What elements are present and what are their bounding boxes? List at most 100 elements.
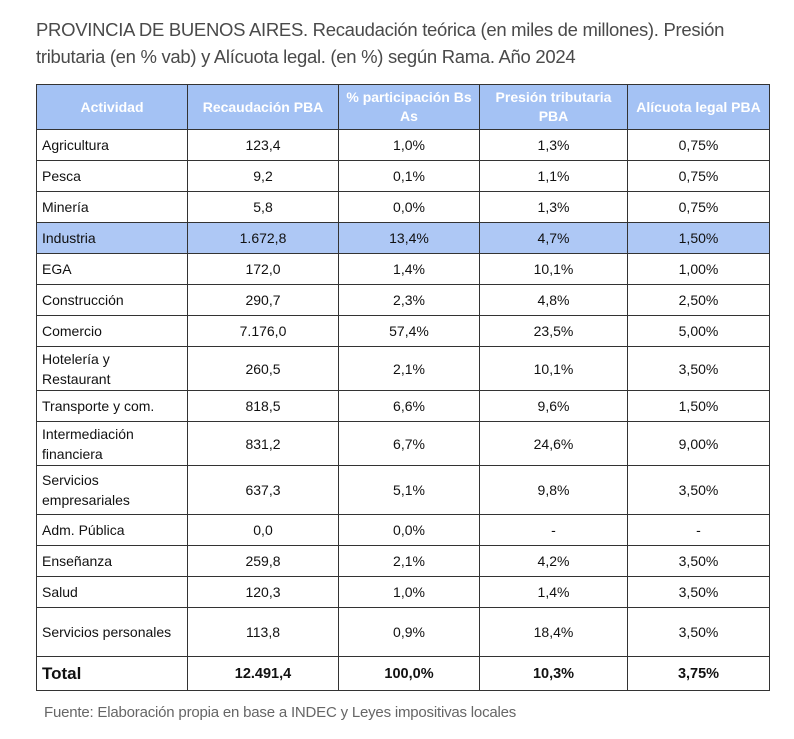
cell-presion: - (479, 514, 628, 546)
cell-actividad: Industria (36, 222, 188, 254)
cell-actividad: Transporte y com. (36, 390, 188, 422)
cell-recaudacion: 12.491,4 (187, 656, 339, 691)
cell-recaudacion: 172,0 (187, 253, 339, 285)
cell-presion: 4,2% (479, 545, 628, 577)
cell-participacion: 1,0% (338, 129, 480, 161)
cell-participacion: 5,1% (338, 465, 480, 515)
cell-participacion: 6,6% (338, 390, 480, 422)
header-presion: Presión tributaria PBA (479, 84, 628, 130)
cell-participacion: 2,3% (338, 284, 480, 316)
cell-participacion: 2,1% (338, 545, 480, 577)
cell-participacion: 0,1% (338, 160, 480, 192)
table-row: Minería 5,8 0,0% 1,3% 0,75% (36, 191, 770, 223)
cell-alicuota: 9,00% (627, 421, 770, 466)
cell-alicuota: 3,50% (627, 576, 770, 608)
cell-alicuota: 3,75% (627, 656, 770, 691)
cell-participacion: 57,4% (338, 315, 480, 347)
header-alicuota: Alícuota legal PBA (627, 84, 770, 130)
table-row: Servicios empresariales 637,3 5,1% 9,8% 3,50… (36, 465, 770, 515)
cell-recaudacion: 818,5 (187, 390, 339, 422)
cell-presion: 9,8% (479, 465, 628, 515)
header-actividad: Actividad (36, 84, 188, 130)
cell-participacion: 1,0% (338, 576, 480, 608)
cell-recaudacion: 1.672,8 (187, 222, 339, 254)
cell-alicuota: 3,50% (627, 465, 770, 515)
cell-actividad: Servicios empresariales (36, 465, 188, 515)
tax-table: Actividad Recaudación PBA % participació… (36, 84, 770, 691)
cell-recaudacion: 290,7 (187, 284, 339, 316)
cell-presion: 10,1% (479, 253, 628, 285)
cell-actividad: Salud (36, 576, 188, 608)
cell-presion: 23,5% (479, 315, 628, 347)
cell-actividad: Construcción (36, 284, 188, 316)
table-row: Salud 120,3 1,0% 1,4% 3,50% (36, 576, 770, 608)
cell-alicuota: 1,00% (627, 253, 770, 285)
cell-presion: 24,6% (479, 421, 628, 466)
table-row: Enseñanza 259,8 2,1% 4,2% 3,50% (36, 545, 770, 577)
table-row: Servicios personales 113,8 0,9% 18,4% 3,50% (36, 607, 770, 657)
cell-actividad: Intermediación financiera (36, 421, 188, 466)
cell-participacion: 1,4% (338, 253, 480, 285)
cell-actividad: Enseñanza (36, 545, 188, 577)
cell-participacion: 0,9% (338, 607, 480, 657)
table-row: Intermediación financiera 831,2 6,7% 24,6% 9… (36, 421, 770, 466)
table-row: Transporte y com. 818,5 6,6% 9,6% 1,50% (36, 390, 770, 422)
cell-alicuota: 5,00% (627, 315, 770, 347)
cell-recaudacion: 113,8 (187, 607, 339, 657)
cell-recaudacion: 9,2 (187, 160, 339, 192)
cell-recaudacion: 123,4 (187, 129, 339, 161)
cell-alicuota: 2,50% (627, 284, 770, 316)
cell-recaudacion: 259,8 (187, 545, 339, 577)
cell-alicuota: - (627, 514, 770, 546)
table-row: Comercio 7.176,0 57,4% 23,5% 5,00% (36, 315, 770, 347)
cell-alicuota: 3,50% (627, 545, 770, 577)
cell-alicuota: 1,50% (627, 222, 770, 254)
cell-alicuota: 0,75% (627, 191, 770, 223)
cell-participacion: 2,1% (338, 346, 480, 391)
cell-participacion: 100,0% (338, 656, 480, 691)
cell-recaudacion: 120,3 (187, 576, 339, 608)
cell-alicuota: 0,75% (627, 160, 770, 192)
table-row: Pesca 9,2 0,1% 1,1% 0,75% (36, 160, 770, 192)
cell-actividad: Minería (36, 191, 188, 223)
table-row: Agricultura 123,4 1,0% 1,3% 0,75% (36, 129, 770, 161)
cell-actividad: Hotelería y Restaurant (36, 346, 188, 391)
total-row: Total 12.491,4 100,0% 10,3% 3,75% (36, 656, 770, 691)
cell-presion: 4,7% (479, 222, 628, 254)
cell-actividad: Servicios personales (36, 607, 188, 657)
cell-recaudacion: 5,8 (187, 191, 339, 223)
table-row: Industria 1.672,8 13,4% 4,7% 1,50% (36, 222, 770, 254)
cell-presion: 4,8% (479, 284, 628, 316)
cell-recaudacion: 260,5 (187, 346, 339, 391)
cell-recaudacion: 637,3 (187, 465, 339, 515)
cell-actividad: Agricultura (36, 129, 188, 161)
cell-alicuota: 3,50% (627, 607, 770, 657)
cell-actividad: Total (36, 656, 188, 691)
cell-participacion: 0,0% (338, 191, 480, 223)
cell-actividad: Pesca (36, 160, 188, 192)
document-title: PROVINCIA DE BUENOS AIRES. Recaudación t… (36, 19, 725, 67)
table-row: Hotelería y Restaurant 260,5 2,1% 10,1% 3,50… (36, 346, 770, 391)
source-note: Fuente: Elaboración propia en base a IND… (44, 704, 517, 721)
cell-recaudacion: 7.176,0 (187, 315, 339, 347)
table-header-row: Actividad Recaudación PBA % participació… (36, 84, 770, 130)
cell-presion: 10,1% (479, 346, 628, 391)
cell-recaudacion: 0,0 (187, 514, 339, 546)
cell-presion: 18,4% (479, 607, 628, 657)
cell-presion: 1,4% (479, 576, 628, 608)
table-row: EGA 172,0 1,4% 10,1% 1,00% (36, 253, 770, 285)
cell-participacion: 13,4% (338, 222, 480, 254)
cell-presion: 1,3% (479, 129, 628, 161)
cell-actividad: Comercio (36, 315, 188, 347)
cell-alicuota: 1,50% (627, 390, 770, 422)
cell-presion: 1,3% (479, 191, 628, 223)
cell-alicuota: 0,75% (627, 129, 770, 161)
cell-participacion: 0,0% (338, 514, 480, 546)
cell-actividad: Adm. Pública (36, 514, 188, 546)
cell-presion: 9,6% (479, 390, 628, 422)
cell-presion: 1,1% (479, 160, 628, 192)
cell-participacion: 6,7% (338, 421, 480, 466)
cell-alicuota: 3,50% (627, 346, 770, 391)
cell-presion: 10,3% (479, 656, 628, 691)
table-row: Construcción 290,7 2,3% 4,8% 2,50% (36, 284, 770, 316)
